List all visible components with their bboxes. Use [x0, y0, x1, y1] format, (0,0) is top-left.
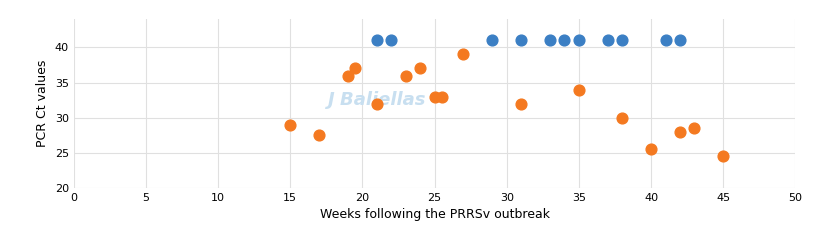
Positive	[399, 74, 412, 77]
Positive	[348, 67, 361, 70]
Positive	[672, 130, 686, 134]
Negative	[600, 38, 613, 42]
Text: J Baliellas: J Baliellas	[328, 91, 426, 109]
Positive	[283, 123, 296, 127]
Positive	[413, 67, 426, 70]
Positive	[687, 126, 700, 130]
Negative	[514, 38, 527, 42]
Positive	[572, 88, 585, 92]
Negative	[658, 38, 672, 42]
Negative	[557, 38, 570, 42]
Negative	[572, 38, 585, 42]
X-axis label: Weeks following the PRRSv outbreak: Weeks following the PRRSv outbreak	[319, 208, 549, 221]
Positive	[370, 102, 383, 106]
Negative	[485, 38, 498, 42]
Positive	[456, 53, 469, 56]
Negative	[370, 38, 383, 42]
Positive	[435, 95, 448, 99]
Positive	[312, 133, 325, 137]
Positive	[716, 154, 729, 158]
Positive	[341, 74, 354, 77]
Positive	[428, 95, 441, 99]
Negative	[543, 38, 556, 42]
Negative	[615, 38, 628, 42]
Negative	[672, 38, 686, 42]
Negative	[384, 38, 397, 42]
Positive	[514, 102, 527, 106]
Positive	[644, 147, 657, 151]
Positive	[615, 116, 628, 120]
Y-axis label: PCR Ct values: PCR Ct values	[36, 60, 49, 147]
